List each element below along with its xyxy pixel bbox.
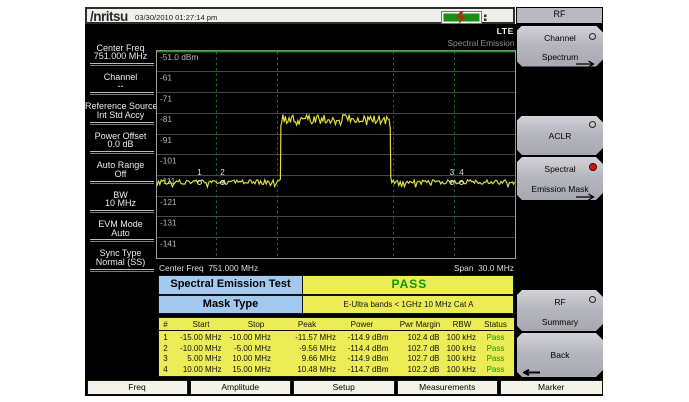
svg-text:-121: -121 [160, 197, 177, 207]
svg-text:2: 2 [220, 168, 225, 177]
svg-text:-51.0 dBm: -51.0 dBm [160, 52, 198, 62]
svg-text:-81: -81 [160, 114, 172, 124]
svg-text:-131: -131 [160, 218, 177, 228]
svg-text:-141: -141 [160, 238, 177, 248]
svg-text:1: 1 [197, 168, 202, 177]
svg-text:-61: -61 [160, 73, 172, 83]
svg-text:4: 4 [459, 168, 464, 177]
svg-text:-111: -111 [160, 176, 176, 186]
svg-text:-71: -71 [160, 93, 172, 103]
svg-text:3: 3 [450, 168, 455, 177]
svg-text:-101: -101 [160, 156, 177, 166]
svg-text:-91: -91 [160, 135, 172, 145]
